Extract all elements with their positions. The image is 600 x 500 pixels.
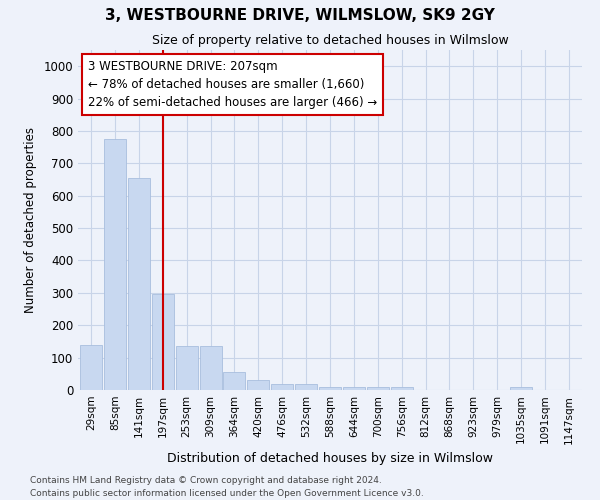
Bar xyxy=(223,372,245,390)
Bar xyxy=(176,346,197,390)
Bar xyxy=(510,387,532,390)
Text: 3, WESTBOURNE DRIVE, WILMSLOW, SK9 2GY: 3, WESTBOURNE DRIVE, WILMSLOW, SK9 2GY xyxy=(105,8,495,22)
Bar xyxy=(80,344,102,390)
Title: Size of property relative to detached houses in Wilmslow: Size of property relative to detached ho… xyxy=(152,34,508,48)
Bar xyxy=(104,139,126,390)
Y-axis label: Number of detached properties: Number of detached properties xyxy=(23,127,37,313)
Bar xyxy=(200,346,221,390)
X-axis label: Distribution of detached houses by size in Wilmslow: Distribution of detached houses by size … xyxy=(167,452,493,465)
Bar xyxy=(152,294,174,390)
Bar xyxy=(295,384,317,390)
Bar xyxy=(271,384,293,390)
Bar xyxy=(247,380,269,390)
Bar xyxy=(367,388,389,390)
Bar xyxy=(343,388,365,390)
Text: 3 WESTBOURNE DRIVE: 207sqm
← 78% of detached houses are smaller (1,660)
22% of s: 3 WESTBOURNE DRIVE: 207sqm ← 78% of deta… xyxy=(88,60,377,109)
Bar xyxy=(391,388,413,390)
Bar xyxy=(128,178,150,390)
Bar xyxy=(319,387,341,390)
Text: Contains HM Land Registry data © Crown copyright and database right 2024.
Contai: Contains HM Land Registry data © Crown c… xyxy=(30,476,424,498)
